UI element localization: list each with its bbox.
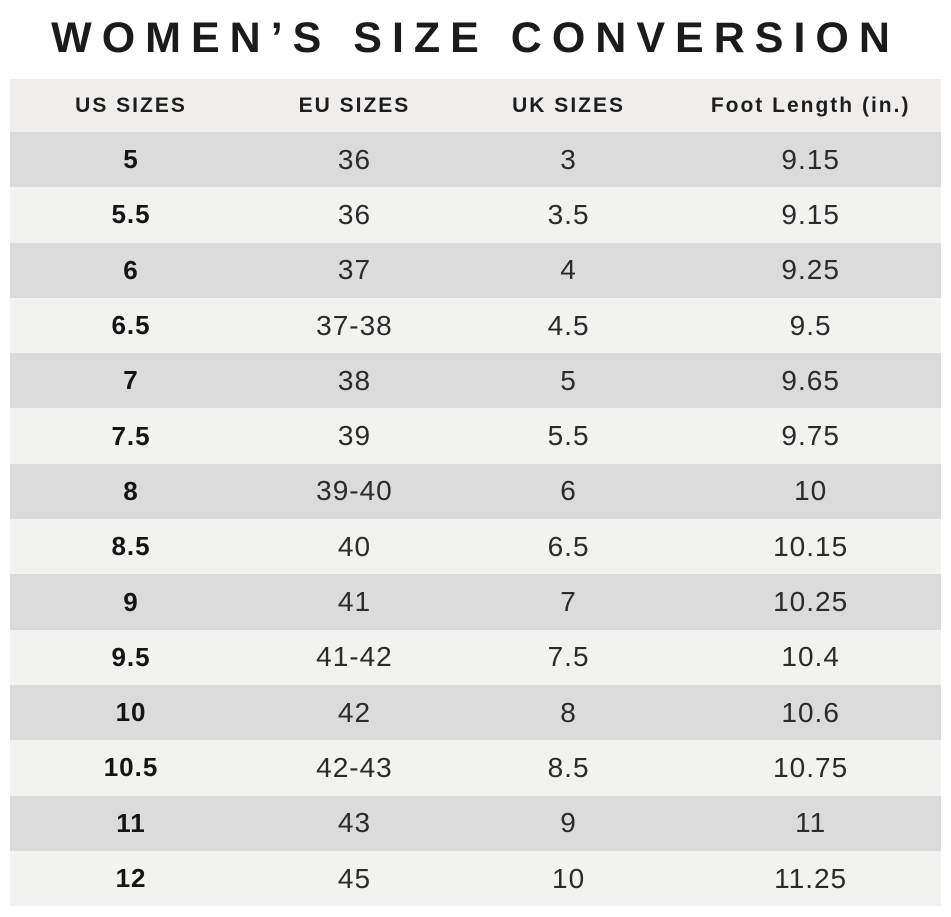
cell-eu-size: 41	[337, 586, 372, 618]
cell-foot-length: 9.15	[781, 198, 840, 230]
table-row: 7.5 39 5.5 9.75	[10, 408, 941, 464]
cell-us-size: 9	[123, 586, 139, 617]
cell-foot-length: 10.4	[781, 641, 840, 673]
header-cell-foot-length: Foot Length (in.)	[710, 93, 911, 117]
cell-uk-size: 10	[552, 862, 586, 894]
cell-uk-size: 8.5	[547, 751, 590, 783]
cell-eu-size: 43	[337, 807, 372, 839]
cell-uk-size: 6	[560, 475, 577, 507]
cell-uk-size: 3.5	[547, 198, 590, 230]
table-row: 5.5 36 3.5 9.15	[10, 187, 941, 243]
table-row: 10.5 42-43 8.5 10.75	[10, 740, 941, 796]
table-row: 11 43 9 11	[10, 795, 941, 851]
cell-uk-size: 7	[560, 586, 577, 618]
cell-foot-length: 10.15	[773, 530, 849, 562]
cell-eu-size: 40	[337, 530, 372, 562]
header-cell-eu-size: EU SIZES	[298, 93, 411, 117]
header-cell-uk-size: UK SIZES	[512, 93, 625, 117]
cell-eu-size: 38	[337, 364, 372, 396]
cell-us-size: 9.5	[111, 641, 151, 672]
cell-foot-length: 10	[794, 475, 828, 507]
cell-foot-length: 9.65	[781, 364, 840, 396]
table-row: 7 38 5 9.65	[10, 353, 941, 409]
cell-uk-size: 9	[560, 807, 577, 839]
cell-foot-length: 11	[795, 807, 827, 839]
cell-eu-size: 37-38	[316, 309, 393, 341]
cell-eu-size: 39-40	[316, 475, 393, 507]
table-row: 8 39-40 6 10	[10, 463, 941, 520]
cell-eu-size: 36	[337, 143, 372, 175]
cell-foot-length: 9.25	[781, 254, 840, 286]
cell-foot-length: 9.5	[789, 309, 832, 341]
table-row: 9.5 41-42 7.5 10.4	[10, 629, 941, 685]
table-row: 12 45 10 11.25	[10, 850, 941, 907]
cell-us-size: 5.5	[111, 199, 151, 230]
cell-uk-size: 6.5	[547, 530, 590, 562]
cell-us-size: 10	[115, 697, 147, 728]
cell-eu-size: 37	[337, 254, 372, 286]
cell-us-size: 6	[123, 254, 139, 285]
table-row: 9 41 7 10.25	[10, 574, 941, 630]
cell-foot-length: 9.15	[781, 143, 840, 175]
cell-us-size: 7	[123, 365, 139, 396]
cell-us-size: 8	[123, 475, 139, 506]
header-row: US SIZES EU SIZES UK SIZES Foot Length (in.…	[10, 79, 941, 132]
cell-foot-length: 10.75	[773, 751, 849, 783]
table-header: US SIZES EU SIZES UK SIZES Foot Length (in.…	[10, 79, 941, 132]
cell-eu-size: 45	[337, 862, 372, 894]
table-row: 6.5 37-38 4.5 9.5	[10, 297, 941, 354]
cell-uk-size: 3	[560, 143, 577, 175]
cell-us-size: 12	[115, 863, 147, 893]
cell-eu-size: 36	[337, 198, 372, 230]
cell-uk-size: 4.5	[547, 309, 590, 341]
table-row: 8.5 40 6.5 10.15	[10, 519, 941, 575]
cell-us-size: 6.5	[111, 310, 151, 341]
cell-uk-size: 8	[560, 696, 577, 728]
cell-foot-length: 11.25	[774, 862, 848, 894]
cell-uk-size: 7.5	[547, 641, 590, 673]
cell-eu-size: 39	[337, 420, 372, 452]
cell-foot-length: 10.6	[781, 696, 840, 728]
cell-us-size: 8.5	[111, 531, 151, 562]
table-body: 5 36 3 9.15 5.5 36 3.5 9.15 6 37 4 9.25 6.5 37-38 4.5 9…	[10, 132, 941, 907]
table-row: 6 37 4 9.25	[10, 242, 941, 298]
cell-us-size: 5	[123, 144, 139, 175]
cell-eu-size: 42	[337, 696, 372, 728]
cell-foot-length: 9.75	[781, 420, 840, 452]
table-row: 5 36 3 9.15	[10, 132, 941, 188]
cell-us-size: 7.5	[111, 420, 151, 451]
cell-eu-size: 42-43	[316, 751, 393, 783]
cell-foot-length: 10.25	[773, 586, 849, 618]
cell-uk-size: 4	[560, 254, 577, 286]
cell-uk-size: 5	[560, 364, 577, 396]
size-conversion-table: US SIZES EU SIZES UK SIZES Foot Length (in.…	[10, 79, 941, 907]
header-cell-us-size: US SIZES	[75, 93, 187, 117]
cell-us-size: 10.5	[103, 752, 159, 783]
cell-uk-size: 5.5	[547, 420, 590, 452]
page-title: WOMEN’S SIZE CONVERSION	[51, 14, 900, 62]
cell-us-size: 11	[116, 807, 146, 838]
cell-eu-size: 41-42	[316, 641, 393, 673]
table-row: 10 42 8 10.6	[10, 684, 941, 741]
